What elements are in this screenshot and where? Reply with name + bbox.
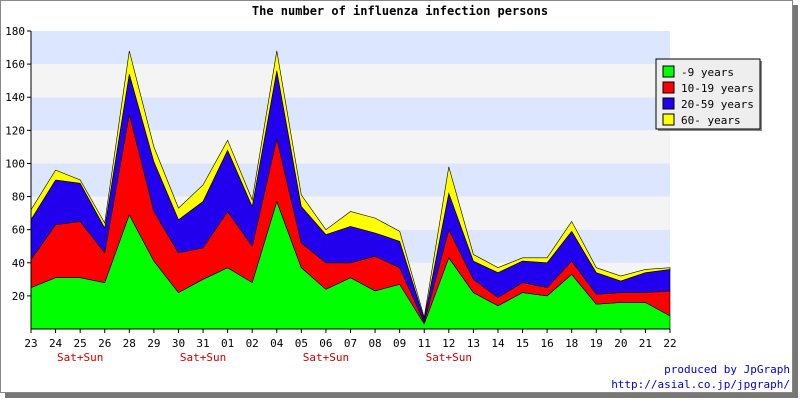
weekend-label: Sat+Sun: [180, 351, 226, 364]
x-tick-label: 28: [123, 337, 136, 350]
x-tick-label: 26: [98, 337, 111, 350]
x-tick-label: 04: [270, 337, 284, 350]
legend-swatch: [662, 113, 675, 126]
x-tick-label: 14: [491, 337, 505, 350]
legend-label: 20-59 years: [681, 98, 754, 111]
weekend-label: Sat+Sun: [426, 351, 472, 364]
x-tick-label: 18: [565, 337, 578, 350]
x-tick-label: 20: [614, 337, 627, 350]
credit-text: produced by JpGraph: [664, 363, 790, 376]
y-tick-label: 120: [5, 124, 25, 137]
legend-label: 10-19 years: [681, 82, 754, 95]
x-tick-label: 23: [24, 337, 37, 350]
y-tick-label: 180: [5, 25, 25, 38]
legend-label: -9 years: [681, 66, 734, 79]
grid-band: [31, 31, 670, 65]
y-tick-label: 160: [5, 58, 25, 71]
y-tick-label: 80: [12, 191, 25, 204]
x-tick-label: 25: [74, 337, 87, 350]
legend-swatch: [662, 65, 675, 78]
x-tick-label: 29: [147, 337, 160, 350]
legend-swatch: [662, 97, 675, 110]
x-tick-label: 09: [393, 337, 406, 350]
y-tick-label: 140: [5, 91, 25, 104]
y-tick-label: 20: [12, 290, 25, 303]
x-tick-label: 16: [540, 337, 553, 350]
y-tick-label: 60: [12, 224, 25, 237]
weekend-label: Sat+Sun: [57, 351, 103, 364]
x-tick-label: 05: [295, 337, 308, 350]
y-tick-label: 40: [12, 257, 25, 270]
x-tick-label: 24: [49, 337, 63, 350]
x-tick-label: 07: [344, 337, 357, 350]
x-tick-label: 02: [246, 337, 259, 350]
x-tick-label: 13: [467, 337, 480, 350]
weekend-label: Sat+Sun: [303, 351, 349, 364]
legend-label: 60- years: [681, 114, 741, 127]
x-tick-label: 21: [639, 337, 652, 350]
x-tick-label: 30: [172, 337, 185, 350]
x-tick-label: 08: [368, 337, 381, 350]
x-tick-label: 12: [442, 337, 455, 350]
x-tick-label: 19: [590, 337, 603, 350]
x-tick-label: 06: [319, 337, 332, 350]
x-tick-label: 11: [418, 337, 431, 350]
series-area: [30, 50, 671, 320]
x-tick-label: 22: [663, 337, 676, 350]
y-tick-label: 100: [5, 157, 25, 170]
chart-title: The number of influenza infection person…: [251, 4, 549, 18]
credit-url: http://asial.co.jp/jpgraph/: [611, 378, 790, 391]
x-tick-label: 01: [221, 337, 234, 350]
x-tick-label: 15: [516, 337, 529, 350]
x-tick-label: 31: [196, 337, 209, 350]
legend-swatch: [662, 81, 675, 94]
